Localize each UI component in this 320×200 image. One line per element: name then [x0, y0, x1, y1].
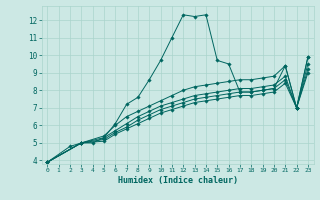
X-axis label: Humidex (Indice chaleur): Humidex (Indice chaleur): [118, 176, 237, 185]
